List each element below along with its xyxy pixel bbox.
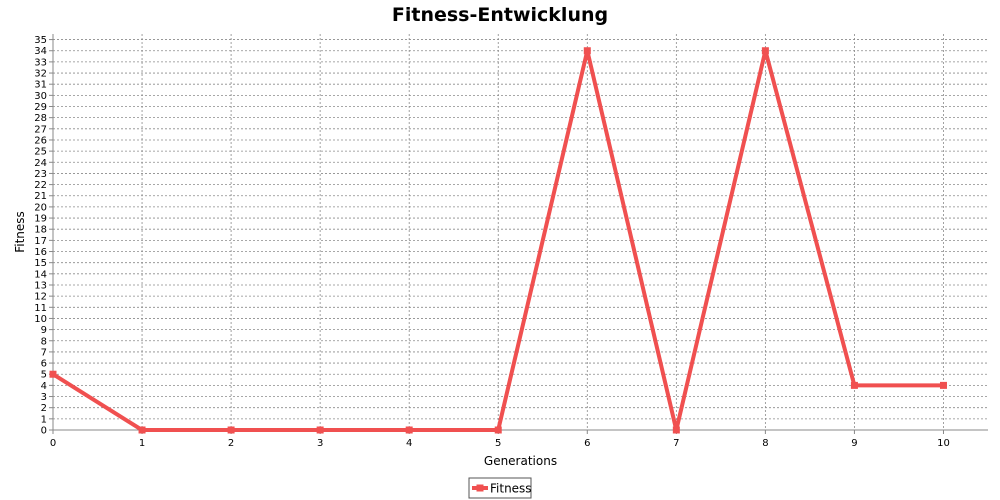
data-point xyxy=(583,47,591,55)
x-axis-label: Generations xyxy=(484,454,557,468)
y-tick-label: 4 xyxy=(41,381,47,392)
x-tick-label: 6 xyxy=(584,438,590,449)
legend-label: Fitness xyxy=(490,482,532,496)
y-tick-label: 10 xyxy=(34,314,47,325)
y-tick-label: 15 xyxy=(34,258,47,269)
y-tick-label: 35 xyxy=(34,35,47,46)
x-tick-label: 5 xyxy=(495,438,501,449)
data-point xyxy=(494,426,502,434)
y-tick-label: 11 xyxy=(34,303,47,314)
y-tick-label: 22 xyxy=(34,180,47,191)
legend: Fitness xyxy=(468,477,532,499)
series-layer xyxy=(49,47,947,434)
y-tick-label: 5 xyxy=(41,370,47,381)
y-axis-label: Fitness xyxy=(13,211,27,253)
data-point xyxy=(405,426,413,434)
y-tick-label: 21 xyxy=(34,191,47,202)
y-tick-label: 29 xyxy=(34,102,47,113)
y-tick-label: 14 xyxy=(34,269,47,280)
y-tick-label: 27 xyxy=(34,124,47,135)
x-tick-label: 10 xyxy=(937,438,950,449)
plot-area xyxy=(53,34,988,430)
y-tick-label: 16 xyxy=(34,247,47,258)
x-tick-label: 8 xyxy=(762,438,768,449)
y-tick-label: 13 xyxy=(34,280,47,291)
y-tick-label: 9 xyxy=(41,325,47,336)
data-point xyxy=(761,47,769,55)
data-point xyxy=(49,370,57,378)
legend-box xyxy=(468,477,532,499)
data-point xyxy=(138,426,146,434)
data-point xyxy=(850,381,858,389)
x-tick-label: 1 xyxy=(139,438,145,449)
x-tick-label: 0 xyxy=(50,438,56,449)
y-tick-label: 20 xyxy=(34,202,47,213)
y-tick-label: 32 xyxy=(34,69,47,80)
chart-title: Fitness-Entwicklung xyxy=(392,4,608,26)
data-point xyxy=(316,426,324,434)
y-tick-label: 23 xyxy=(34,169,47,180)
y-tick-label: 34 xyxy=(34,46,47,57)
x-tick-label: 4 xyxy=(406,438,412,449)
tick-labels: 0123456789101112131415161718192021222324… xyxy=(34,35,950,449)
data-point xyxy=(939,381,947,389)
y-tick-label: 31 xyxy=(34,80,47,91)
y-tick-label: 0 xyxy=(41,426,47,437)
y-tick-label: 8 xyxy=(41,336,47,347)
grid xyxy=(53,34,988,430)
y-tick-label: 28 xyxy=(34,113,47,124)
y-tick-label: 30 xyxy=(34,91,47,102)
y-tick-label: 24 xyxy=(34,158,47,169)
y-tick-label: 17 xyxy=(34,236,47,247)
y-tick-label: 3 xyxy=(41,392,47,403)
y-tick-label: 33 xyxy=(34,57,47,68)
y-tick-label: 19 xyxy=(34,214,47,225)
y-tick-label: 7 xyxy=(41,347,47,358)
y-tick-label: 6 xyxy=(41,359,47,370)
x-tick-label: 3 xyxy=(317,438,323,449)
y-tick-label: 12 xyxy=(34,292,47,303)
y-tick-label: 2 xyxy=(41,403,47,414)
y-tick-label: 26 xyxy=(34,135,47,146)
data-point xyxy=(227,426,235,434)
legend-marker xyxy=(476,484,484,492)
x-tick-label: 2 xyxy=(228,438,234,449)
x-tick-label: 7 xyxy=(673,438,679,449)
x-tick-label: 9 xyxy=(851,438,857,449)
data-point xyxy=(672,426,680,434)
y-tick-label: 1 xyxy=(41,414,47,425)
y-tick-label: 18 xyxy=(34,225,47,236)
y-tick-label: 25 xyxy=(34,147,47,158)
